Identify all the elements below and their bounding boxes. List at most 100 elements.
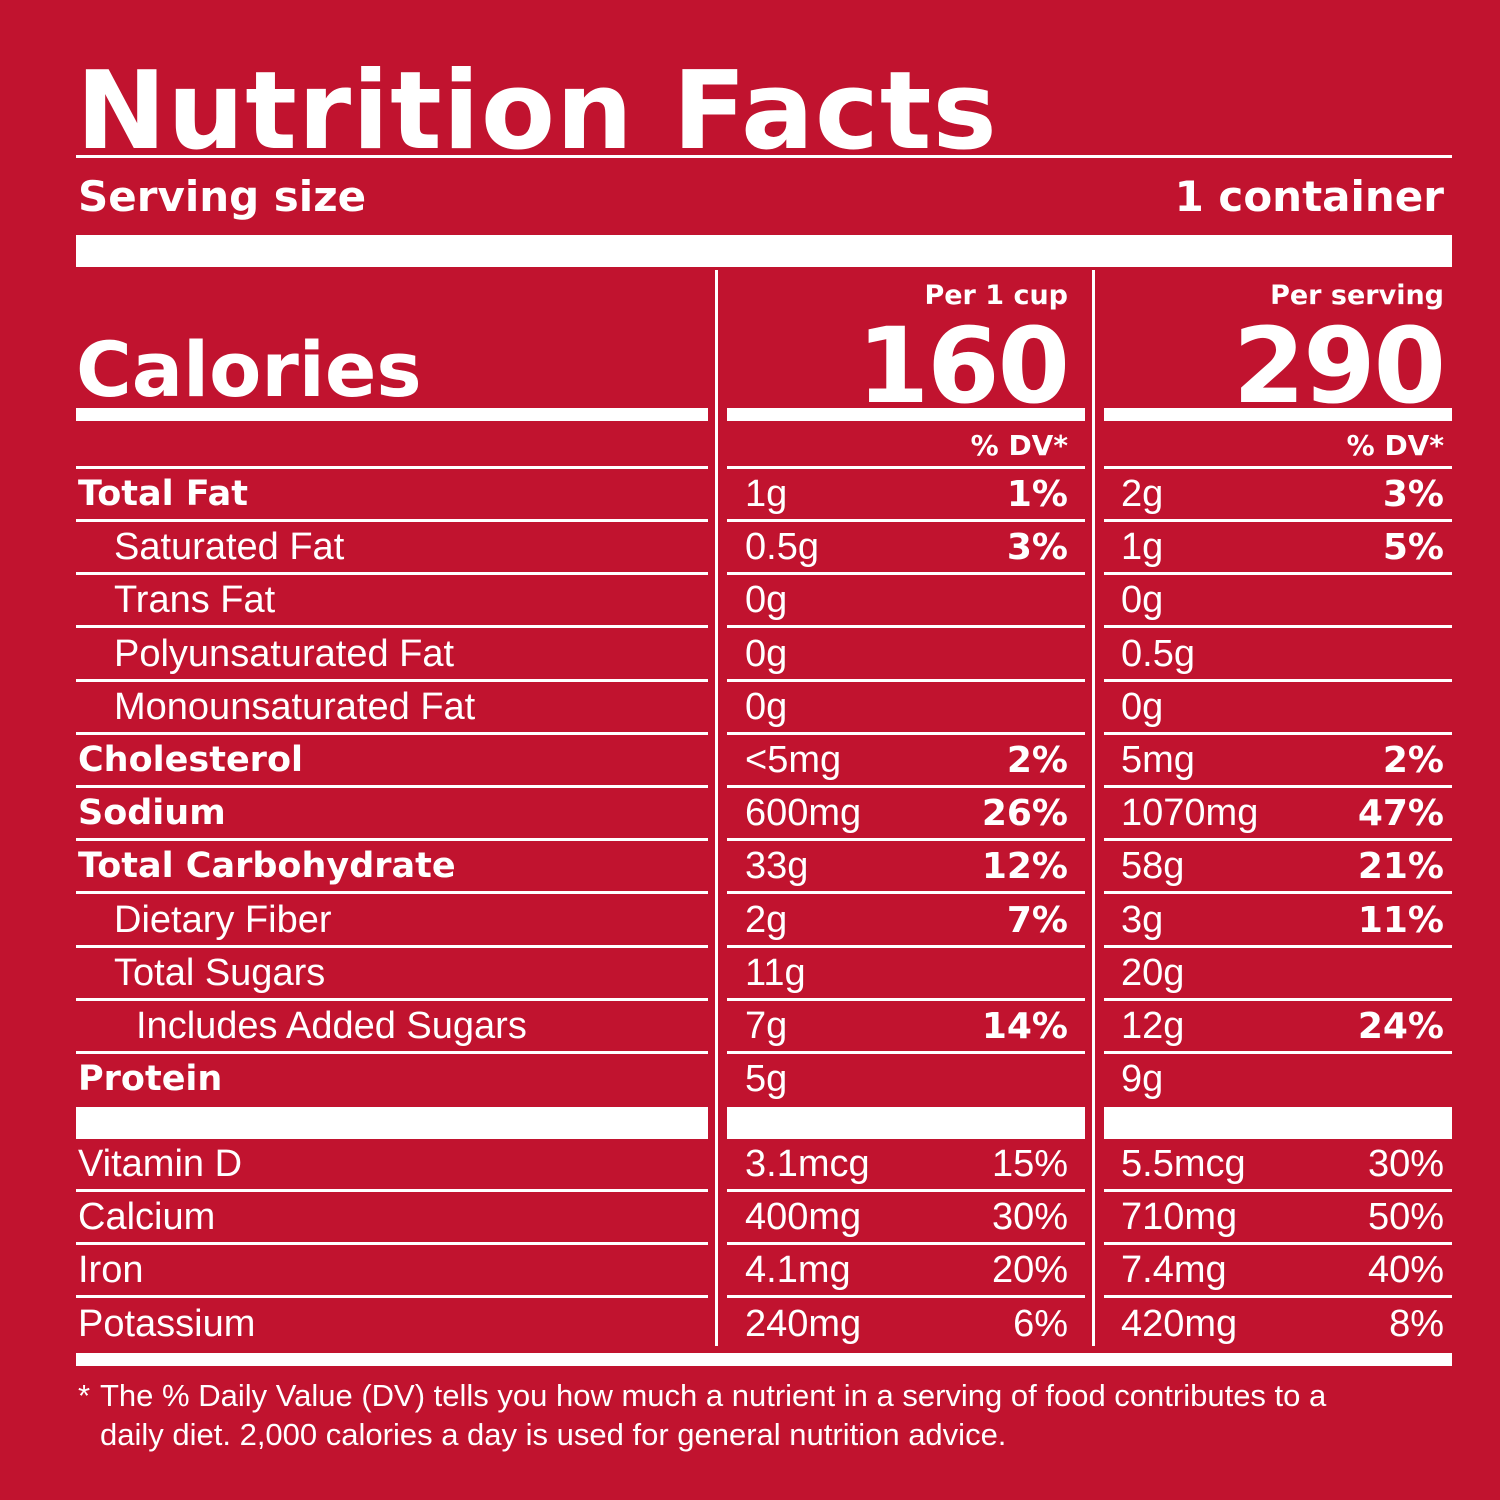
amount-per-serving: 1070mg <box>1121 791 1259 834</box>
nutrient-row-cholesterol: Cholesterol <5mg 2% 5mg 2% <box>0 735 1500 788</box>
row-rule <box>727 625 1085 628</box>
nutrient-name: Sodium <box>78 793 226 833</box>
dv-per-serving <box>1276 1054 1444 1104</box>
amount-per-serving: 5mg <box>1121 738 1195 781</box>
dv-header-col1: % DV* <box>970 429 1068 462</box>
row-rule <box>76 785 708 788</box>
amount-per-cup: 0g <box>745 632 788 675</box>
dv-per-serving: 40% <box>1367 1248 1444 1291</box>
dv-header-col2: % DV* <box>1346 429 1444 462</box>
amount-per-cup: 400mg <box>745 1195 862 1238</box>
row-rule <box>76 998 708 1001</box>
dv-per-serving: 50% <box>1367 1195 1444 1238</box>
nutrient-row-saturated-fat: Saturated Fat 0.5g 3% 1g 5% <box>0 522 1500 575</box>
amount-per-cup: 1g <box>745 472 788 515</box>
vitamin-thick-bar-col2 <box>1104 1107 1452 1139</box>
nutrient-name: Calcium <box>78 1195 216 1238</box>
row-rule <box>76 1051 708 1054</box>
dv-per-serving: 2% <box>1382 739 1444 781</box>
dv-per-cup: 1% <box>1006 473 1068 515</box>
amount-per-serving: 0g <box>1121 685 1164 728</box>
nutrient-row-sodium: Sodium 600mg 26% 1070mg 47% <box>0 788 1500 841</box>
amount-per-serving: 710mg <box>1121 1195 1238 1238</box>
calories-rule-col2 <box>1104 408 1452 421</box>
nutrient-name: Vitamin D <box>78 1142 243 1185</box>
dv-per-cup <box>900 1054 1068 1104</box>
nutrient-name: Dietary Fiber <box>114 898 332 941</box>
amount-per-serving: 7.4mg <box>1121 1248 1227 1291</box>
dv-per-serving: 11% <box>1357 899 1444 941</box>
dv-rule-col1 <box>727 466 1085 469</box>
amount-per-cup: 2g <box>745 898 788 941</box>
nutrient-row-calcium: Calcium 400mg 30% 710mg 50% <box>0 1192 1500 1245</box>
row-rule <box>1104 679 1452 682</box>
vitamin-thick-bar-col1 <box>727 1107 1085 1139</box>
row-rule <box>727 1295 1085 1298</box>
dv-rule-col2 <box>1104 466 1452 469</box>
amount-per-cup: 11g <box>745 951 806 994</box>
row-rule <box>727 1242 1085 1245</box>
row-rule <box>1104 998 1452 1001</box>
row-rule <box>1104 519 1452 522</box>
nutrient-name: Saturated Fat <box>114 525 345 568</box>
row-rule <box>76 519 708 522</box>
dv-per-serving: 8% <box>1389 1302 1444 1345</box>
row-rule <box>727 572 1085 575</box>
nutrient-name: Protein <box>78 1059 223 1099</box>
nutrient-name: Trans Fat <box>114 578 276 621</box>
nutrient-row-total-carbohydrate: Total Carbohydrate 33g 12% 58g 21% <box>0 841 1500 894</box>
footnote-line-2: daily diet. 2,000 calories a day is used… <box>100 1417 1007 1452</box>
nutrient-row-polyunsaturated-fat: Polyunsaturated Fat 0g 0.5g <box>0 629 1500 682</box>
dv-per-cup: 20% <box>991 1248 1068 1291</box>
nutrient-row-total-sugars: Total Sugars 11g 20g <box>0 948 1500 1001</box>
amount-per-serving: 9g <box>1121 1057 1164 1100</box>
dv-per-cup: 30% <box>991 1195 1068 1238</box>
bottom-rule <box>76 1353 1452 1366</box>
calories-per-cup-value: 160 <box>856 305 1070 427</box>
row-rule <box>727 732 1085 735</box>
dv-per-serving: 5% <box>1382 526 1444 568</box>
row-rule <box>727 785 1085 788</box>
dv-per-serving <box>1276 682 1444 732</box>
nutrient-name: Total Carbohydrate <box>78 846 456 886</box>
row-rule <box>1104 732 1452 735</box>
calories-rule-label <box>76 408 708 421</box>
calories-rule-col1 <box>727 408 1085 421</box>
amount-per-cup: 7g <box>745 1004 788 1047</box>
nutrient-row-monounsaturated-fat: Monounsaturated Fat 0g 0g <box>0 682 1500 735</box>
row-rule <box>76 838 708 841</box>
nutrient-row-dietary-fiber: Dietary Fiber 2g 7% 3g 11% <box>0 895 1500 948</box>
dv-per-cup <box>900 575 1068 625</box>
amount-per-serving: 3g <box>1121 898 1164 941</box>
nutrient-row-potassium: Potassium 240mg 6% 420mg 8% <box>0 1299 1500 1352</box>
row-rule <box>1104 838 1452 841</box>
amount-per-serving: 420mg <box>1121 1302 1238 1345</box>
amount-per-serving: 58g <box>1121 844 1185 887</box>
dv-per-serving: 24% <box>1357 1005 1444 1047</box>
thick-divider-top <box>76 235 1452 267</box>
row-rule <box>727 945 1085 948</box>
row-rule <box>1104 625 1452 628</box>
nutrient-row-trans-fat: Trans Fat 0g 0g <box>0 575 1500 628</box>
amount-per-serving: 0.5g <box>1121 632 1195 675</box>
amount-per-cup: 0.5g <box>745 525 819 568</box>
row-rule <box>76 732 708 735</box>
amount-per-cup: 3.1mcg <box>745 1142 870 1185</box>
nutrient-name: Monounsaturated Fat <box>114 685 476 728</box>
nutrient-row-protein: Protein 5g 9g <box>0 1054 1500 1107</box>
nutrient-name: Total Fat <box>78 474 249 514</box>
dv-per-cup: 15% <box>991 1142 1068 1185</box>
dv-per-cup: 12% <box>981 845 1068 887</box>
dv-per-cup: 26% <box>981 792 1068 834</box>
dv-per-serving <box>1276 575 1444 625</box>
row-rule <box>727 519 1085 522</box>
amount-per-cup: 0g <box>745 685 788 728</box>
row-rule <box>76 572 708 575</box>
dv-per-serving <box>1276 948 1444 998</box>
per-serving-label: Per serving <box>1270 280 1444 311</box>
row-rule <box>727 838 1085 841</box>
calories-col1-header: Per 1 cup 160 <box>800 276 1070 427</box>
amount-per-cup: 0g <box>745 578 788 621</box>
row-rule <box>1104 785 1452 788</box>
row-rule <box>76 1242 708 1245</box>
